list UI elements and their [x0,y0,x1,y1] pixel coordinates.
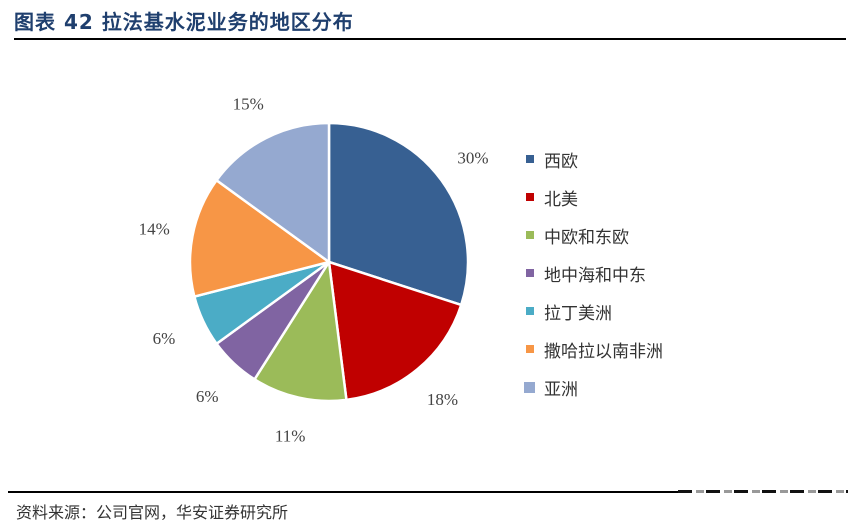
legend-item: 拉丁美洲 [526,292,663,330]
legend-swatch [526,231,534,239]
footer-divider-dashed [678,490,848,493]
legend-item: 西欧 [526,140,663,178]
legend-label: 地中海和中东 [544,265,646,286]
data-label: 11% [275,427,306,446]
legend-label: 撒哈拉以南非洲 [544,341,663,362]
source-note: 资料来源：公司官网，华安证券研究所 [16,503,289,522]
chart-legend: 西欧北美中欧和东欧地中海和中东 拉丁美洲撒哈拉以南非洲 亚洲 [524,140,663,406]
legend-label: 北美 [544,189,578,210]
legend-swatch [526,307,534,315]
data-label: 30% [457,148,488,167]
data-label: 6% [153,329,176,348]
legend-item: 中欧和东欧 [526,216,663,254]
pie-slice-2 [252,258,348,403]
legend-item: 亚洲 [524,368,663,406]
footer-divider-right [413,491,678,493]
pie-slice-6 [214,121,331,265]
title-divider [14,38,846,40]
legend-item: 撒哈拉以南非洲 [526,330,663,368]
legend-label: 亚洲 [544,379,578,400]
data-label: 14% [139,220,170,239]
data-label: 15% [233,94,264,113]
legend-swatch [526,193,534,201]
legend-label: 拉丁美洲 [544,303,612,324]
legend-swatch [524,381,535,393]
legend-swatch [526,155,534,163]
pie-slice-0 [327,121,470,307]
legend-swatch [526,345,534,353]
footer-divider [8,491,413,493]
pie-slice-5 [188,178,332,299]
legend-swatch [526,269,534,277]
legend-label: 中欧和东欧 [544,227,629,248]
legend-item: 北美 [526,178,663,216]
data-label: 6% [196,387,219,406]
pie-slice-1 [327,260,463,402]
data-label: 18% [427,390,458,409]
legend-label: 西欧 [544,151,578,172]
page-title: 图表 42 拉法基水泥业务的地区分布 [14,10,354,34]
legend-item: 地中海和中东 [526,254,663,292]
